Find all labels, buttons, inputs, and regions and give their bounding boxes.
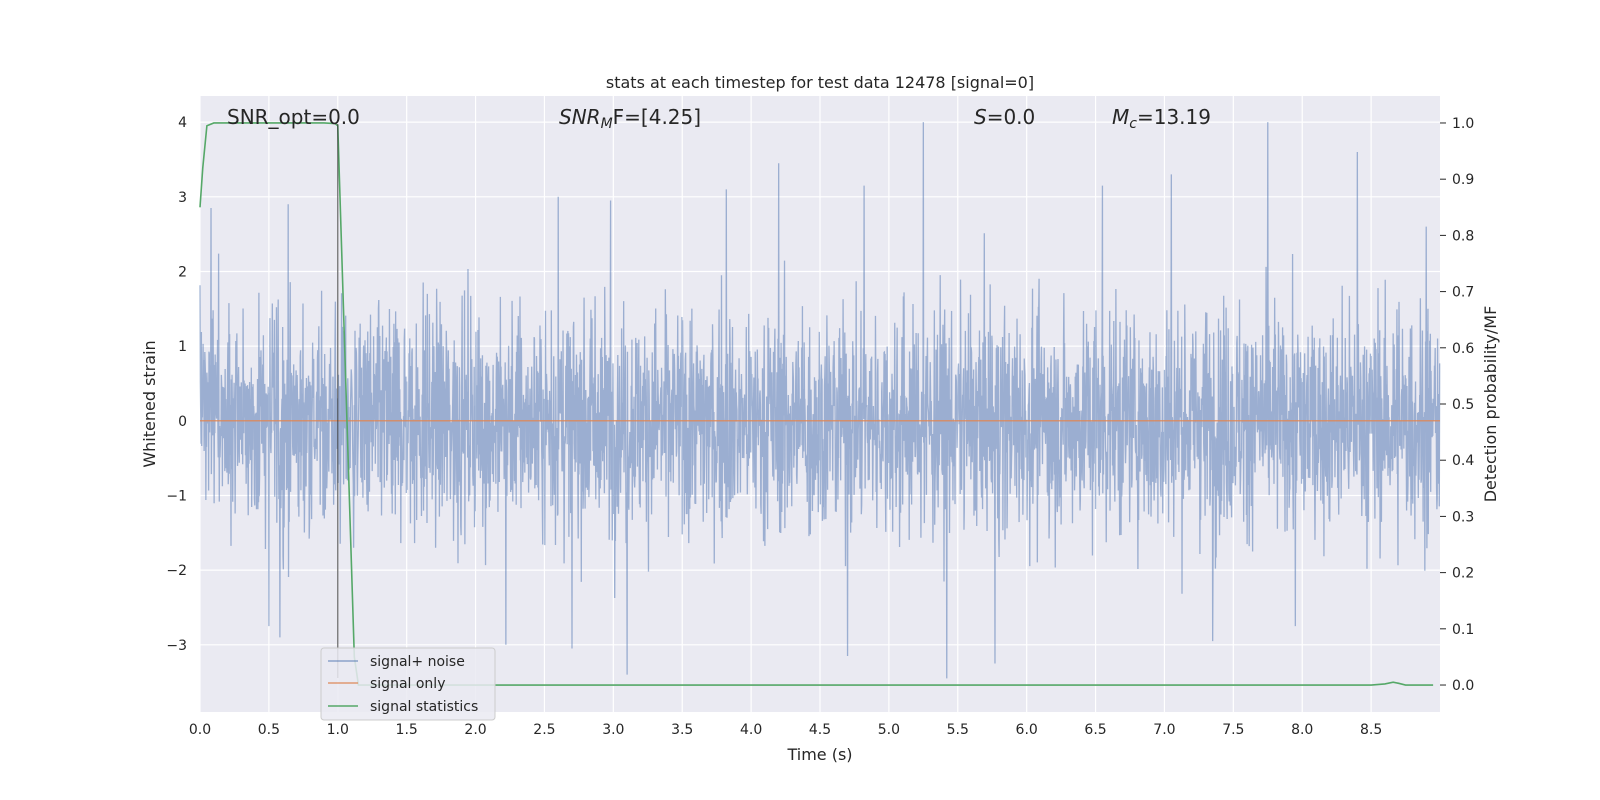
x-tick-label: 7.0 <box>1153 722 1175 738</box>
x-tick-label: 3.5 <box>671 722 693 738</box>
x-tick-label: 2.0 <box>464 722 486 738</box>
x-tick-label: 0.5 <box>258 722 280 738</box>
annotation-mc-symbol: M <box>1112 105 1129 129</box>
chart-title: stats at each timestep for test data 124… <box>606 73 1034 92</box>
y2-tick-label: 0.5 <box>1452 397 1474 413</box>
annotation-snr-mf-symbol: SNR <box>559 105 601 129</box>
y-tick-label: −1 <box>166 488 187 504</box>
y-tick-label: 1 <box>178 339 187 355</box>
annotation-s-value: =0.0 <box>987 105 1036 129</box>
y2-tick-label: 0.8 <box>1452 228 1474 244</box>
y-tick-label: 0 <box>178 414 187 430</box>
annotation-s-symbol: S <box>974 105 987 129</box>
y-tick-label: −3 <box>166 638 187 654</box>
y2-axis-ticks: 0.0 0.1 0.2 0.3 0.4 0.5 0.6 0.7 0.8 0.9 1.0 <box>1440 116 1474 694</box>
series-line-signal-statistics <box>199 122 1434 686</box>
x-tick-label: 0.0 <box>189 722 211 738</box>
x-tick-label: 5.0 <box>878 722 900 738</box>
y2-tick-label: 0.0 <box>1452 678 1474 694</box>
x-tick-label: 1.5 <box>396 722 418 738</box>
x-tick-label: 5.5 <box>947 722 969 738</box>
x-tick-label: 7.5 <box>1222 722 1244 738</box>
x-tick-label: 4.5 <box>809 722 831 738</box>
x-axis-label: Time (s) <box>786 745 852 764</box>
y2-tick-label: 0.1 <box>1452 622 1474 638</box>
y2-axis-label: Detection probability/MF <box>1481 306 1500 503</box>
annotation-mc: Mc=13.19 <box>1112 105 1211 132</box>
y2-tick-label: 0.9 <box>1452 172 1474 188</box>
signal-statistics-series <box>199 122 1434 686</box>
y2-tick-label: 0.2 <box>1452 566 1474 582</box>
series-line-signal-plus-noise <box>199 122 1441 679</box>
x-axis-ticks: 0.0 0.5 1.0 1.5 2.0 2.5 3.0 3.5 4.0 4.5 5.0 5.5 6.0 6… <box>189 722 1382 738</box>
y2-tick-label: 0.3 <box>1452 509 1474 525</box>
x-tick-label: 4.0 <box>740 722 762 738</box>
y2-tick-label: 1.0 <box>1452 116 1474 132</box>
annotation-snr-mf-value: F=[4.25] <box>613 105 701 129</box>
x-tick-label: 3.0 <box>602 722 624 738</box>
legend-box <box>320 647 496 721</box>
y-axis-ticks: −3 −2 −1 0 1 2 3 4 <box>166 115 187 654</box>
annotation-snr-opt: SNR_opt=0.0 <box>227 105 360 129</box>
signal-plus-noise-series <box>199 122 1441 679</box>
annotation-snr-mf-subscript: M <box>601 116 613 132</box>
legend-label-signal-only: signal only <box>370 676 445 692</box>
annotation-snr-mf: SNRMF=[4.25] <box>559 105 701 132</box>
x-tick-label: 8.5 <box>1360 722 1382 738</box>
y-tick-label: 3 <box>178 190 187 206</box>
x-tick-label: 6.5 <box>1084 722 1106 738</box>
y2-tick-label: 0.6 <box>1452 341 1474 357</box>
legend: signal+ noise signal only signal statist… <box>320 647 496 721</box>
x-tick-label: 2.5 <box>533 722 555 738</box>
annotation-mc-value: =13.19 <box>1137 105 1211 129</box>
x-tick-label: 6.0 <box>1016 722 1038 738</box>
y-tick-label: 4 <box>178 115 187 131</box>
annotation-mc-subscript: c <box>1129 116 1137 132</box>
x-tick-label: 1.0 <box>327 722 349 738</box>
y-axis-label: Whitened strain <box>140 340 159 467</box>
y-tick-label: −2 <box>166 563 187 579</box>
legend-label-signal-plus-noise: signal+ noise <box>370 654 465 670</box>
y-tick-label: 2 <box>178 264 187 280</box>
annotation-s: S=0.0 <box>974 105 1035 129</box>
y2-tick-label: 0.4 <box>1452 453 1474 469</box>
y2-tick-label: 0.7 <box>1452 285 1474 301</box>
x-tick-label: 8.0 <box>1291 722 1313 738</box>
legend-label-signal-statistics: signal statistics <box>370 699 478 715</box>
